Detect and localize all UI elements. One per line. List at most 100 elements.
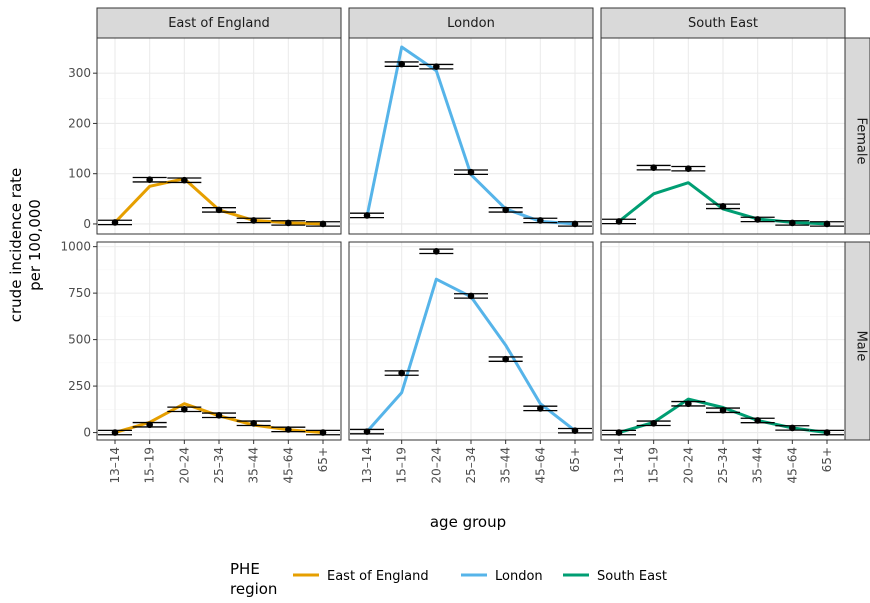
data-point xyxy=(146,176,153,184)
x-tick-label: 65+ xyxy=(316,447,330,472)
data-point xyxy=(363,428,371,435)
panel-female-south-east xyxy=(600,37,846,235)
data-point xyxy=(823,429,831,436)
data-point xyxy=(467,292,475,300)
data-point xyxy=(571,427,579,435)
x-tick-label: 25–34 xyxy=(464,447,478,484)
data-point xyxy=(502,206,509,214)
data-point xyxy=(571,220,579,228)
data-point xyxy=(650,419,657,427)
data-point xyxy=(754,417,761,424)
y-tick-label: 1000 xyxy=(60,240,91,254)
panel-border xyxy=(600,37,846,235)
data-point xyxy=(363,212,371,219)
data-point xyxy=(789,424,796,432)
x-tick-label: 13–14 xyxy=(360,447,374,484)
data-point xyxy=(685,400,692,408)
data-point xyxy=(823,220,831,228)
x-tick-label: 45–64 xyxy=(533,447,547,484)
data-point xyxy=(250,419,257,427)
legend-item-south-east: South East xyxy=(563,569,667,584)
data-point xyxy=(537,405,544,412)
strip-background xyxy=(600,7,846,39)
data-point xyxy=(502,355,509,363)
x-tick-label: 13–14 xyxy=(612,447,626,484)
data-point xyxy=(615,429,623,436)
data-point xyxy=(398,369,405,377)
y-tick-label: 300 xyxy=(68,66,91,80)
strip-background xyxy=(844,37,870,235)
y-tick-label: 100 xyxy=(68,167,91,181)
legend-title-line-2: region xyxy=(230,580,277,598)
legend-label-london: London xyxy=(495,569,543,584)
data-point xyxy=(181,406,188,413)
x-tick-label: 35–44 xyxy=(247,447,261,484)
y-tick-label: 500 xyxy=(68,333,91,347)
x-tick-label: 45–64 xyxy=(785,447,799,484)
panel-male-london: 13–14 15–19 20–24 25–34 35–44 45–64 65+ xyxy=(348,241,594,484)
y-tick-label: 250 xyxy=(68,379,91,393)
x-tick-label: 65+ xyxy=(568,447,582,472)
x-tick-label: 15–19 xyxy=(647,447,661,484)
strip-label-male: Male xyxy=(854,331,869,362)
data-point xyxy=(650,164,657,171)
strip-label-south-east: South East xyxy=(688,16,758,31)
y-tick-label: 200 xyxy=(68,116,91,130)
y-axis-title-line-1: crude incidence rate xyxy=(7,168,25,323)
x-tick-label: 35–44 xyxy=(751,447,765,484)
data-point xyxy=(467,168,475,176)
x-tick-label: 35–44 xyxy=(499,447,513,484)
data-point xyxy=(285,426,292,433)
x-tick-label: 20–24 xyxy=(177,447,191,484)
legend: PHE region East of England London South East xyxy=(230,560,667,598)
panel-border xyxy=(96,37,342,235)
y-axis-title-line-2: per 100,000 xyxy=(26,199,44,291)
facet-panels: East of England London South East Female Mal… xyxy=(60,7,870,484)
strip-label-london: London xyxy=(447,16,495,31)
legend-label-south-east: South East xyxy=(597,569,667,584)
x-axis-title: age group xyxy=(430,513,506,531)
data-point xyxy=(433,247,440,255)
x-tick-label: 13–14 xyxy=(108,447,122,484)
data-point xyxy=(181,176,188,184)
strip-east-of-england: East of England xyxy=(96,7,342,39)
data-point xyxy=(537,217,544,224)
data-point xyxy=(719,203,727,210)
panel-female-east-of-england: 0 100 200 300 xyxy=(68,37,342,235)
y-tick-label: 0 xyxy=(83,217,91,231)
x-tick-label: 15–19 xyxy=(395,447,409,484)
x-tick-label: 15–19 xyxy=(143,447,157,484)
legend-item-london: London xyxy=(461,569,543,584)
legend-item-east-of-england: East of England xyxy=(293,569,429,584)
x-tick-label: 20–24 xyxy=(681,447,695,484)
strip-south-east: South East xyxy=(600,7,846,39)
legend-title-line-1: PHE xyxy=(230,560,260,578)
panel-border xyxy=(348,37,594,235)
strip-background xyxy=(348,7,594,39)
data-point xyxy=(215,411,223,419)
x-tick-label: 25–34 xyxy=(716,447,730,484)
data-point xyxy=(398,60,405,68)
strip-female: Female xyxy=(844,37,870,235)
x-tick-label: 65+ xyxy=(820,447,834,472)
panel-male-east-of-england: 0 250 500 750 1000 13–14 15–19 20–24 25–34 35–44 4… xyxy=(60,240,342,484)
strip-label-east-of-england: East of England xyxy=(168,16,270,31)
data-point xyxy=(433,63,440,70)
strip-label-female: Female xyxy=(854,117,869,164)
data-point xyxy=(146,421,153,429)
data-point xyxy=(754,216,761,223)
data-point xyxy=(215,206,223,214)
y-tick-label: 750 xyxy=(68,286,91,300)
x-tick-label: 25–34 xyxy=(212,447,226,484)
data-point xyxy=(615,218,623,225)
data-point xyxy=(719,406,727,414)
panel-female-london xyxy=(348,37,594,235)
x-tick-label: 45–64 xyxy=(281,447,295,484)
strip-male: Male xyxy=(844,241,870,441)
data-point xyxy=(685,165,692,172)
data-point xyxy=(789,219,796,227)
strip-background xyxy=(96,7,342,39)
strip-london: London xyxy=(348,7,594,39)
data-point xyxy=(250,217,257,224)
